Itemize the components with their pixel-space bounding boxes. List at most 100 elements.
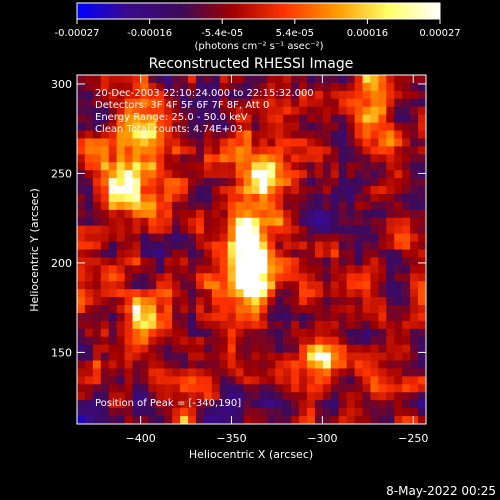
heatmap-cell — [394, 273, 403, 282]
heatmap-cell — [227, 201, 237, 211]
heatmap-cell — [346, 376, 356, 385]
heatmap-cell — [378, 297, 387, 306]
heatmap-cell — [243, 376, 253, 385]
heatmap-cell — [267, 82, 276, 92]
heatmap-cell — [203, 344, 213, 354]
heatmap-cell — [402, 265, 411, 274]
heatmap-cell — [227, 352, 237, 362]
heatmap-cell — [108, 82, 118, 92]
chart-title: Reconstructed RHESSI Image — [149, 56, 354, 72]
heatmap-cell — [338, 233, 348, 243]
heatmap-cell — [172, 170, 181, 179]
heatmap-cell — [402, 138, 411, 147]
heatmap-cell — [172, 257, 181, 266]
heatmap-cell — [140, 130, 149, 140]
heatmap-cell — [164, 217, 173, 227]
heatmap-cell — [402, 130, 411, 140]
heatmap-cell — [77, 320, 86, 330]
heatmap-cell — [84, 162, 94, 171]
heatmap-cell — [116, 289, 126, 298]
heatmap-cell — [251, 82, 261, 92]
heatmap-cell — [227, 162, 237, 171]
heatmap-cell — [394, 106, 403, 116]
heatmap-cell — [307, 138, 316, 147]
heatmap-cell — [314, 146, 324, 155]
heatmap-cell — [203, 320, 213, 330]
heatmap-cell — [402, 312, 411, 322]
heatmap-cell — [84, 130, 94, 140]
heatmap-cell — [140, 336, 149, 346]
heatmap-cell — [92, 170, 102, 179]
heatmap-cell — [275, 281, 284, 290]
heatmap-cell — [410, 225, 419, 235]
heatmap-cell — [211, 320, 221, 330]
heatmap-cell — [362, 265, 372, 274]
heatmap-cell — [188, 186, 197, 195]
heatmap-cell — [259, 209, 268, 219]
heatmap-cell — [267, 336, 276, 346]
heatmap-cell — [235, 320, 245, 330]
heatmap-cell — [338, 289, 348, 298]
heatmap-cell — [77, 328, 86, 338]
heatmap-cell — [267, 162, 276, 171]
heatmap-cell — [410, 130, 419, 140]
heatmap-cell — [108, 344, 118, 354]
heatmap-cell — [394, 146, 403, 155]
heatmap-cell — [275, 360, 284, 370]
heatmap-cell — [124, 82, 134, 92]
heatmap-cell — [77, 170, 86, 179]
heatmap-cell — [314, 154, 324, 163]
heatmap-cell — [116, 241, 126, 251]
heatmap-cell — [267, 154, 276, 163]
heatmap-cell — [330, 241, 340, 251]
heatmap-cell — [402, 209, 411, 219]
heatmap-cell — [84, 312, 94, 322]
heatmap-cell — [322, 408, 332, 417]
heatmap-cell — [378, 384, 387, 393]
heatmap-cell — [370, 265, 380, 274]
heatmap-cell — [77, 408, 86, 417]
heatmap-cell — [100, 257, 110, 266]
heatmap-cell — [84, 400, 94, 409]
heatmap-cell — [267, 312, 276, 322]
heatmap-cell — [283, 209, 292, 219]
heatmap-cell — [307, 368, 316, 378]
heatmap-cell — [307, 312, 316, 322]
heatmap-cell — [227, 376, 237, 385]
heatmap-cell — [386, 178, 395, 187]
heatmap-cell — [100, 122, 110, 132]
heatmap-cell — [132, 162, 142, 171]
heatmap-cell — [235, 376, 245, 385]
heatmap-cell — [195, 170, 205, 179]
heatmap-cell — [235, 193, 245, 203]
heatmap-cell — [259, 225, 268, 235]
heatmap-cell — [140, 368, 149, 378]
heatmap-cell — [299, 82, 308, 92]
heatmap-cell — [394, 312, 403, 322]
heatmap-cell — [402, 408, 411, 417]
heatmap-cell — [172, 328, 181, 338]
heatmap-cell — [164, 312, 173, 322]
heatmap-cell — [299, 352, 308, 362]
heatmap-cell — [386, 400, 395, 409]
heatmap-cell — [386, 360, 395, 370]
heatmap-cell — [299, 305, 308, 314]
heatmap-cell — [378, 273, 387, 282]
heatmap-cell — [418, 138, 426, 147]
heatmap-cell — [188, 392, 197, 401]
heatmap-cell — [77, 225, 86, 235]
heatmap-cell — [172, 416, 181, 424]
heatmap-cell — [156, 416, 165, 424]
heatmap-cell — [77, 392, 86, 401]
heatmap-cell — [203, 312, 213, 322]
heatmap-cell — [156, 265, 165, 274]
heatmap-cell — [330, 384, 340, 393]
heatmap-cell — [402, 154, 411, 163]
heatmap-cell — [195, 225, 205, 235]
heatmap-cell — [283, 193, 292, 203]
heatmap-cell — [267, 130, 276, 140]
heatmap-cell — [77, 297, 86, 306]
heatmap-cell — [84, 416, 94, 424]
heatmap-cell — [394, 408, 403, 417]
heatmap-cell — [346, 233, 356, 243]
